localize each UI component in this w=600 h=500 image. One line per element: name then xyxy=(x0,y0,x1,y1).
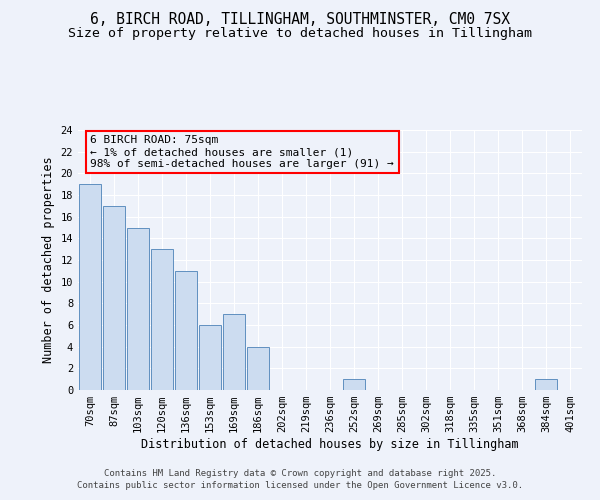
Bar xyxy=(343,379,365,390)
Y-axis label: Number of detached properties: Number of detached properties xyxy=(42,156,55,364)
Bar xyxy=(127,228,149,390)
Bar xyxy=(151,249,173,390)
Text: 6 BIRCH ROAD: 75sqm
← 1% of detached houses are smaller (1)
98% of semi-detached: 6 BIRCH ROAD: 75sqm ← 1% of detached hou… xyxy=(91,136,394,168)
Text: Size of property relative to detached houses in Tillingham: Size of property relative to detached ho… xyxy=(68,28,532,40)
Bar xyxy=(247,346,269,390)
Bar xyxy=(223,314,245,390)
X-axis label: Distribution of detached houses by size in Tillingham: Distribution of detached houses by size … xyxy=(141,438,519,451)
Bar xyxy=(175,271,197,390)
Bar xyxy=(79,184,101,390)
Bar xyxy=(535,379,557,390)
Text: Contains HM Land Registry data © Crown copyright and database right 2025.
Contai: Contains HM Land Registry data © Crown c… xyxy=(77,468,523,490)
Bar xyxy=(199,325,221,390)
Bar xyxy=(103,206,125,390)
Text: 6, BIRCH ROAD, TILLINGHAM, SOUTHMINSTER, CM0 7SX: 6, BIRCH ROAD, TILLINGHAM, SOUTHMINSTER,… xyxy=(90,12,510,28)
